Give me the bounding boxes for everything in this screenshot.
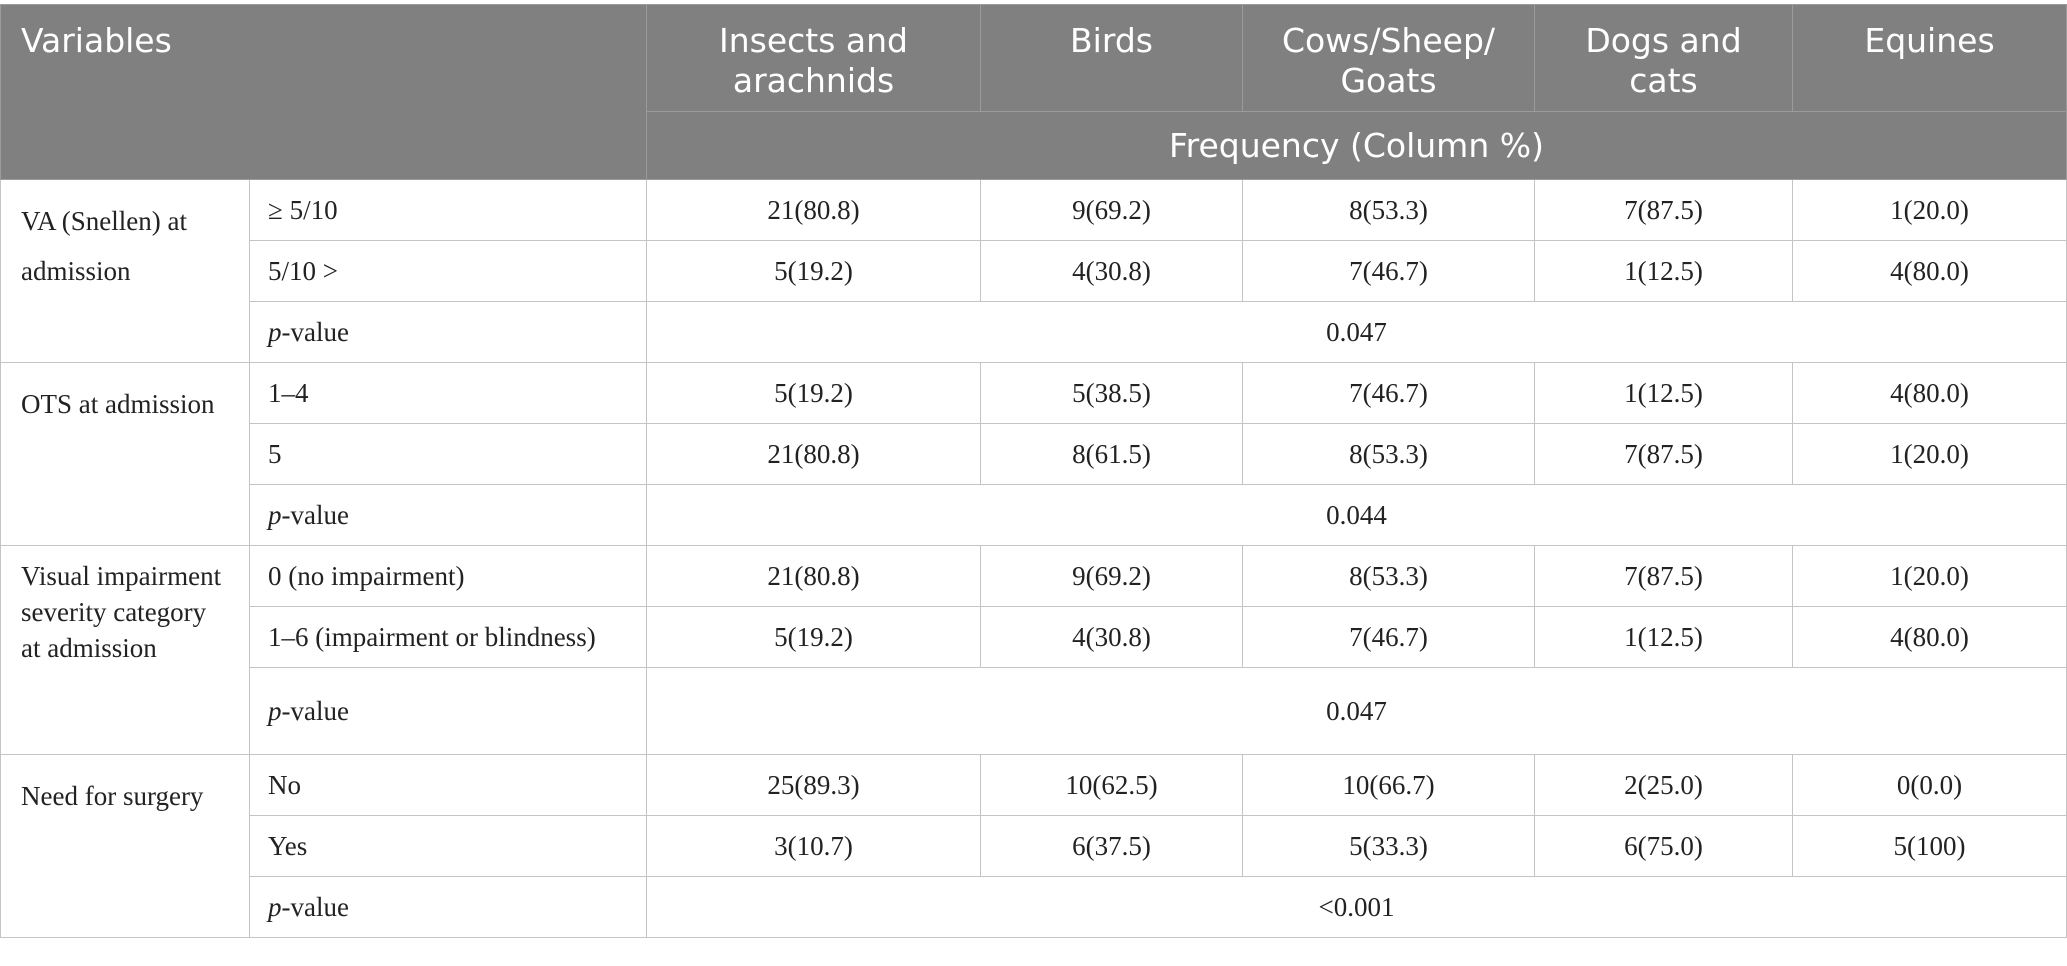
header-variables: Variables — [0, 4, 647, 180]
table-header: Variables Insects and arachnids Birds Co… — [0, 4, 2067, 180]
frequency-cell: 10(62.5) — [980, 754, 1243, 816]
frequency-cell: 5(100) — [1792, 815, 2067, 877]
p-value-label: p-value — [249, 301, 647, 363]
table-row: VA (Snellen) at admission ≥ 5/10 21(80.8) 9… — [0, 179, 2067, 363]
p-value-row: p-value <0.001 — [1, 876, 2067, 938]
sub-label: 1–6 (impairment or blindness) — [249, 606, 647, 668]
p-value: 0.044 — [646, 484, 2067, 546]
sub-label: 1–4 — [249, 362, 647, 424]
group-label-va-snellen: VA (Snellen) at admission — [0, 179, 250, 363]
frequency-cell: 2(25.0) — [1534, 754, 1793, 816]
p-value: 0.047 — [646, 301, 2067, 363]
results-table: Variables Insects and arachnids Birds Co… — [0, 4, 2067, 938]
frequency-cell: 8(61.5) — [980, 423, 1243, 485]
frequency-cell: 9(69.2) — [980, 179, 1243, 241]
frequency-cell: 0(0.0) — [1792, 754, 2067, 816]
frequency-cell: 8(53.3) — [1242, 179, 1535, 241]
p-suffix: -value — [281, 891, 349, 922]
p-italic: p — [268, 891, 282, 922]
frequency-cell: 7(87.5) — [1534, 423, 1793, 485]
p-suffix: -value — [281, 695, 349, 726]
frequency-cell: 21(80.8) — [646, 545, 981, 607]
frequency-cell: 6(37.5) — [980, 815, 1243, 877]
group-label-need-for-surgery: Need for surgery — [0, 754, 250, 938]
group-label-ots: OTS at admission — [0, 362, 250, 546]
sub-label: 0 (no impairment) — [249, 545, 647, 607]
header-birds: Birds — [980, 4, 1243, 112]
frequency-cell: 8(53.3) — [1242, 423, 1535, 485]
frequency-cell: 4(80.0) — [1792, 606, 2067, 668]
table-body: VA (Snellen) at admission ≥ 5/10 21(80.8) 9… — [0, 179, 2067, 938]
header-frequency: Frequency (Column %) — [646, 111, 2067, 180]
frequency-cell: 7(46.7) — [1242, 362, 1535, 424]
frequency-cell: 4(30.8) — [980, 606, 1243, 668]
frequency-cell: 3(10.7) — [646, 815, 981, 877]
frequency-cell: 4(80.0) — [1792, 362, 2067, 424]
table-row: Need for surgery No 25(89.3) 10(62.5) 10(66.… — [0, 754, 2067, 938]
table-row: 5/10 >5(19.2) 4(30.8) 7(46.7) 1(12.5) 4(80.0… — [1, 240, 2067, 302]
sub-label: 5/10 > — [249, 240, 647, 302]
p-suffix: -value — [281, 316, 349, 347]
p-value-label: p-value — [249, 667, 647, 755]
sub-label: Yes — [249, 815, 647, 877]
p-value-label: p-value — [249, 484, 647, 546]
p-italic: p — [268, 499, 282, 530]
frequency-cell: 7(46.7) — [1242, 240, 1535, 302]
sub-label: ≥ 5/10 — [249, 179, 647, 241]
p-italic: p — [268, 695, 282, 726]
frequency-cell: 4(30.8) — [980, 240, 1243, 302]
frequency-cell: 1(20.0) — [1792, 545, 2067, 607]
frequency-cell: 7(46.7) — [1242, 606, 1535, 668]
p-value: <0.001 — [646, 876, 2067, 938]
p-value-row: p-value 0.047 — [1, 667, 2067, 755]
sub-label: No — [249, 754, 647, 816]
header-cows-sheep-goats: Cows/Sheep/ Goats — [1242, 4, 1535, 112]
table-row: OTS at admission 1–4 5(19.2) 5(38.5) 7(46.7)… — [0, 362, 2067, 546]
frequency-cell: 6(75.0) — [1534, 815, 1793, 877]
frequency-cell: 4(80.0) — [1792, 240, 2067, 302]
frequency-cell: 10(66.7) — [1242, 754, 1535, 816]
p-value-label: p-value — [249, 876, 647, 938]
frequency-cell: 21(80.8) — [646, 179, 981, 241]
frequency-cell: 1(12.5) — [1534, 362, 1793, 424]
frequency-cell: 1(20.0) — [1792, 423, 2067, 485]
table-row: Yes 3(10.7) 6(37.5) 5(33.3) 6(75.0) 5(100) — [1, 815, 2067, 877]
frequency-cell: 7(87.5) — [1534, 179, 1793, 241]
sub-label: 5 — [249, 423, 647, 485]
p-italic: p — [268, 316, 282, 347]
header-dogs-and-cats: Dogs and cats — [1534, 4, 1793, 112]
frequency-cell: 5(19.2) — [646, 606, 981, 668]
frequency-cell: 8(53.3) — [1242, 545, 1535, 607]
p-value-row: p-value 0.044 — [1, 484, 2067, 546]
p-value: 0.047 — [646, 667, 2067, 755]
p-suffix: -value — [281, 499, 349, 530]
group-label-visual-impairment: Visual impairment severity category at a… — [0, 545, 250, 755]
frequency-cell: 5(33.3) — [1242, 815, 1535, 877]
frequency-cell: 5(19.2) — [646, 240, 981, 302]
frequency-cell: 7(87.5) — [1534, 545, 1793, 607]
frequency-cell: 9(69.2) — [980, 545, 1243, 607]
p-value-row: p-value 0.047 — [1, 301, 2067, 363]
table-row: 1–6 (impairment or blindness) 5(19.2) 4(30… — [1, 606, 2067, 668]
frequency-cell: 1(20.0) — [1792, 179, 2067, 241]
frequency-cell: 1(12.5) — [1534, 606, 1793, 668]
frequency-cell: 21(80.8) — [646, 423, 981, 485]
frequency-cell: 5(19.2) — [646, 362, 981, 424]
header-equines: Equines — [1792, 4, 2067, 112]
table-row: 5 21(80.8) 8(61.5) 8(53.3) 7(87.5) 1(20.0) — [1, 423, 2067, 485]
header-insects-and-arachnids: Insects and arachnids — [646, 4, 981, 112]
frequency-cell: 1(12.5) — [1534, 240, 1793, 302]
frequency-cell: 25(89.3) — [646, 754, 981, 816]
frequency-cell: 5(38.5) — [980, 362, 1243, 424]
table-row: Visual impairment severity category at a… — [0, 545, 2067, 755]
